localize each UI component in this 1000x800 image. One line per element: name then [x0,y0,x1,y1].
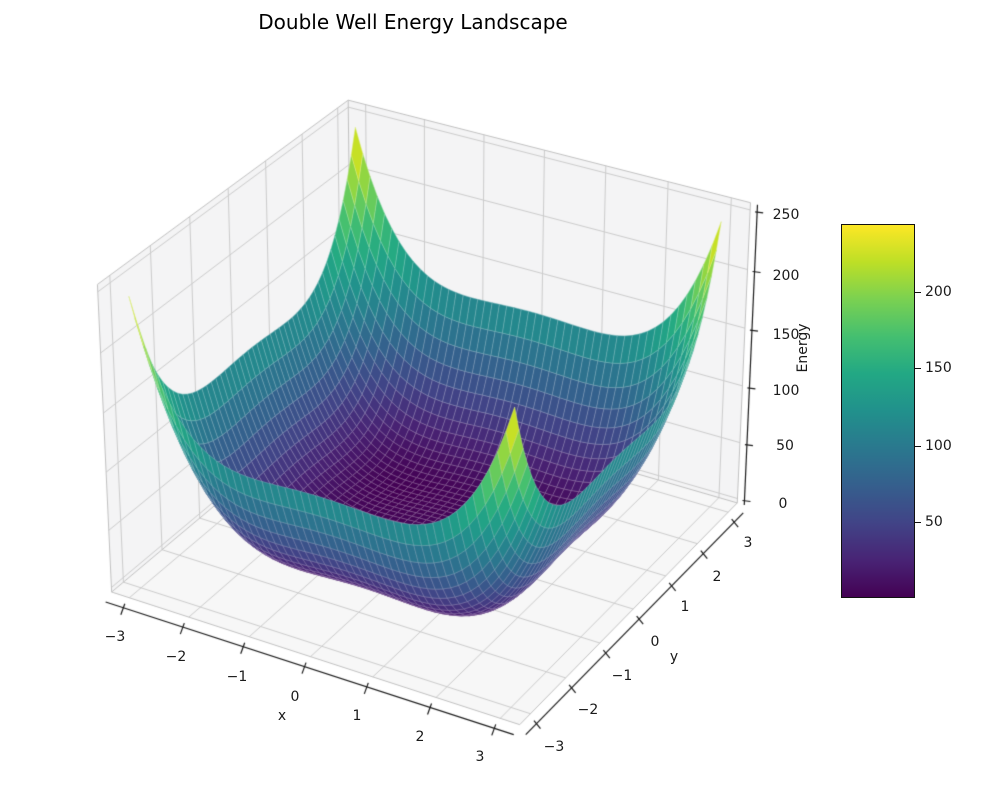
y-tick-label: 2 [712,569,722,585]
z-tick-label: 150 [772,327,800,343]
colorbar-tick [915,522,921,524]
colorbar-tick-label: 200 [925,284,952,300]
y-axis-label: y [669,649,679,665]
colorbar-tick [915,292,921,294]
x-tick-label: −1 [226,669,248,685]
x-tick-label: 2 [415,729,425,745]
chart-title: Double Well Energy Landscape [258,10,568,34]
x-tick-label: −3 [104,629,126,645]
colorbar-tick-label: 50 [925,514,943,530]
y-tick-label: 1 [680,599,690,615]
y-tick-label: −1 [611,668,633,684]
colorbar-tick-label: 100 [925,438,952,454]
x-tick-label: 0 [290,689,300,705]
z-tick-label: 200 [772,268,800,284]
colorbar-tick [915,446,921,448]
z-tick-label: 0 [778,496,788,512]
y-tick-label: −3 [543,739,565,755]
z-axis-label: Energy [795,323,811,373]
z-tick-label: 100 [772,383,800,399]
x-tick-label: 1 [352,708,362,724]
x-tick-label: 3 [475,749,485,765]
x-tick-label: −2 [165,649,187,665]
colorbar-tick-label: 150 [925,360,952,376]
colorbar [841,224,915,598]
y-tick-label: 3 [743,535,753,551]
y-tick-label: −2 [577,702,599,718]
x-axis-label: x [277,708,287,724]
z-tick-label: 250 [772,207,800,223]
z-tick-label: 50 [776,438,794,454]
colorbar-tick [915,368,921,370]
y-tick-label: 0 [650,634,660,650]
